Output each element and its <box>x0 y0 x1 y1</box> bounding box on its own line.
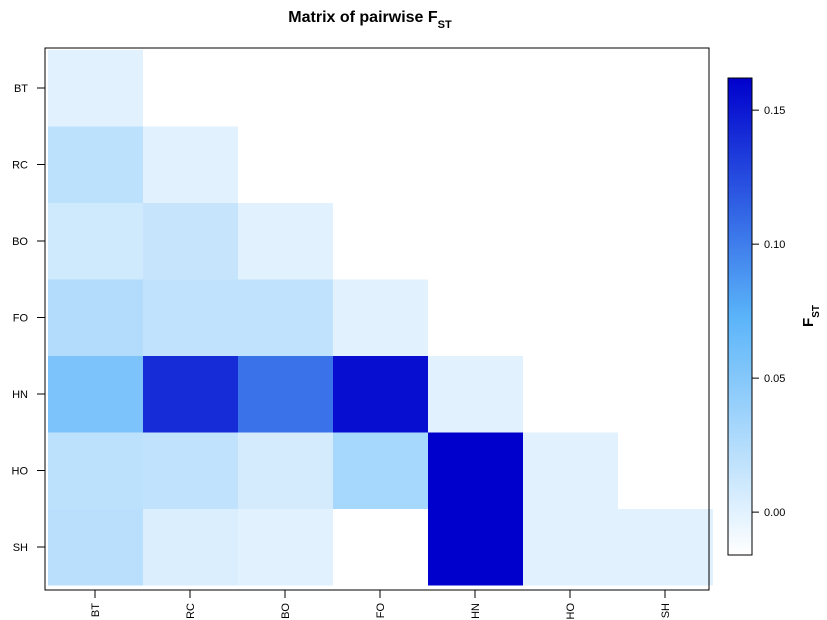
x-tick-label-sh: SH <box>660 603 672 618</box>
heatmap-cell-sh-sh <box>618 509 713 586</box>
x-tick-label-rc: RC <box>185 603 197 619</box>
y-tick-label-ho: HO <box>12 466 29 478</box>
heatmap-cell-ho-bt <box>48 432 143 509</box>
heatmap-cell-bt-bt <box>48 50 143 127</box>
heatmap-cell-hn-bt <box>48 356 143 433</box>
heatmap-cell-hn-rc <box>143 356 238 433</box>
heatmap-cell-ho-ho <box>523 432 618 509</box>
heatmap-cell-hn-fo <box>333 356 428 433</box>
y-tick-label-bo: BO <box>12 236 28 248</box>
heatmap-cell-ho-bo <box>238 432 333 509</box>
colorbar: 0.00 0.05 0.10 0.15 FST <box>727 77 822 556</box>
y-tick-label-rc: RC <box>12 160 28 172</box>
x-tick-label-hn: HN <box>470 603 482 619</box>
y-tick-label-fo: FO <box>13 313 29 325</box>
heatmap-cell-sh-bo <box>238 509 333 586</box>
chart-title: Matrix of pairwise FST <box>288 9 452 31</box>
plot-frame <box>44 47 710 591</box>
heatmap-cell-ho-hn <box>428 432 523 509</box>
y-tick-label-hn: HN <box>12 389 28 401</box>
colorbar-ticks: 0.00 0.05 0.10 0.15 <box>752 105 785 519</box>
heatmap-cell-hn-bo <box>238 356 333 433</box>
heatmap-cell-bo-rc <box>143 203 238 280</box>
y-tick-label-sh: SH <box>13 542 28 554</box>
colorbar-gradient <box>727 77 753 556</box>
heatmap-cell-sh-hn <box>428 509 523 586</box>
y-axis: BT RC BO FO HN HO SH <box>12 83 45 554</box>
colorbar-tick-label: 0.00 <box>764 507 785 519</box>
heatmap-cell-rc-rc <box>143 126 238 203</box>
colorbar-label: FST <box>800 305 822 327</box>
x-tick-label-fo: FO <box>375 603 387 619</box>
x-axis: BT RC BO FO HN HO SH <box>90 590 672 620</box>
heatmap-cell-bo-bo <box>238 203 333 280</box>
heatmap-cell-rc-bt <box>48 126 143 203</box>
heatmap-cell-sh-rc <box>143 509 238 586</box>
heatmap-cell-bo-bt <box>48 203 143 280</box>
heatmap-cell-ho-fo <box>333 432 428 509</box>
y-tick-label-bt: BT <box>14 83 28 95</box>
colorbar-tick-label: 0.15 <box>764 105 785 117</box>
heatmap-cell-sh-bt <box>48 509 143 586</box>
heatmap-cell-ho-rc <box>143 432 238 509</box>
colorbar-tick-label: 0.10 <box>764 239 785 251</box>
heatmap-cell-fo-rc <box>143 279 238 356</box>
heatmap-cell-sh-ho <box>523 509 618 586</box>
heatmap-cells <box>48 50 713 586</box>
heatmap-cell-fo-bt <box>48 279 143 356</box>
heatmap-cell-fo-bo <box>238 279 333 356</box>
colorbar-tick-label: 0.05 <box>764 373 785 385</box>
x-tick-label-bt: BT <box>90 603 102 617</box>
x-tick-label-ho: HO <box>565 603 577 620</box>
heatmap-cell-sh-fo <box>333 509 428 586</box>
heatmap-cell-hn-hn <box>428 356 523 433</box>
heatmap-cell-fo-fo <box>333 279 428 356</box>
x-tick-label-bo: BO <box>280 603 292 619</box>
